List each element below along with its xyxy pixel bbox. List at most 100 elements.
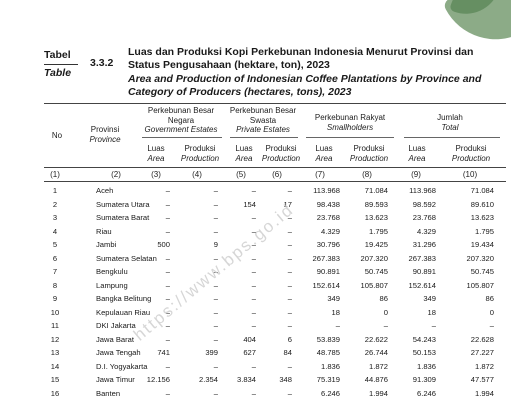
table-row: 1 Aceh – – – – 113.968 71.084 113.968 71.084 — [0, 184, 511, 198]
table-cell: 89.593 — [364, 199, 388, 209]
province-name: Lampung — [96, 280, 128, 290]
total-underline — [404, 137, 500, 138]
col-no: No — [51, 131, 63, 140]
table-row: 13 Jawa Tengah 741 399 627 84 48.785 26.744 50.1… — [0, 346, 511, 360]
col-7-sub: Luas Area — [306, 144, 342, 163]
table-row: 15 Jawa Timur 12.156 2.354 3.834 348 75.319 44.… — [0, 373, 511, 387]
row-number: 15 — [50, 375, 60, 384]
province-name: Sumatera Utara — [96, 199, 150, 209]
province-name: Jambi — [96, 240, 117, 249]
province-name: Bengkulu — [96, 267, 128, 276]
table-cell: – — [251, 186, 256, 195]
table-cell: 741 — [157, 348, 170, 357]
table-cell: 22.628 — [470, 334, 494, 344]
table-cell: 4.329 — [416, 226, 436, 236]
column-number: (1) — [50, 170, 60, 179]
province-name: Jawa Timur — [96, 375, 135, 384]
table-cell: 349 — [327, 294, 340, 303]
table-row: 3 Sumatera Barat – – – – 23.768 13.623 23.768 13.… — [0, 211, 511, 225]
table-cell: 44.876 — [364, 375, 388, 384]
table-cell: 84 — [283, 348, 292, 357]
table-cell: 50.153 — [412, 348, 436, 357]
table-cell: 12.156 — [146, 375, 170, 384]
sub-area: Area — [235, 153, 253, 163]
table-cell: 19.434 — [470, 240, 494, 249]
table-cell: – — [165, 388, 170, 398]
col-priv-estates: Perkebunan Besar Swasta Private Estates — [226, 106, 300, 135]
table-cell: – — [287, 321, 292, 330]
table-cell: 105.807 — [360, 280, 388, 290]
title-indonesian: Luas dan Produksi Kopi Perkebunan Indone… — [128, 46, 474, 71]
table-cell: 18 — [331, 307, 340, 317]
table-cell: 404 — [243, 334, 256, 344]
row-number: 8 — [52, 280, 58, 290]
table-cell: – — [287, 186, 292, 195]
sub-production: Production — [261, 153, 301, 163]
col-3-sub: Luas Area — [142, 144, 170, 163]
table-cell: 6 — [287, 334, 292, 344]
table-row: 12 Jawa Barat – – 404 6 53.839 22.622 54.243 22.6… — [0, 333, 511, 347]
table-cell: 18 — [427, 307, 436, 317]
table-cell: 4.329 — [320, 226, 340, 236]
sub-area: Area — [408, 153, 426, 163]
province-name: D.I. Yogyakarta — [96, 361, 148, 371]
table-cell: – — [251, 361, 256, 371]
province-name: Sumatera Barat — [96, 213, 150, 222]
table-cell: 50.745 — [364, 267, 388, 276]
table-cell: 399 — [205, 348, 218, 357]
row-number: 1 — [52, 186, 58, 195]
tabel-divider — [44, 64, 78, 65]
table-cell: – — [287, 294, 292, 303]
sub-luas: Luas — [147, 144, 165, 153]
col-province-id: Provinsi — [90, 125, 120, 134]
tabel-label: Tabel — [44, 49, 71, 61]
table-row: 4 Riau – – – – 4.329 1.795 4.329 1.795 — [0, 225, 511, 239]
table-cell: 349 — [423, 294, 436, 303]
province-name: Banten — [96, 388, 121, 398]
table-row: 2 Sumatera Utara – – 154 17 98.438 89.593 98.592… — [0, 198, 511, 212]
table-cell: – — [213, 361, 218, 371]
table-cell: – — [165, 213, 170, 222]
table-cell: 6.246 — [416, 388, 436, 398]
table-cell: 500 — [157, 240, 170, 249]
col-8-sub: Produksi Production — [344, 144, 394, 163]
table-cell: 0 — [489, 307, 494, 317]
sub-production: Production — [451, 153, 491, 163]
table-cell: – — [165, 334, 170, 344]
table-cell: 152.614 — [312, 280, 340, 290]
table-cell: – — [383, 321, 388, 330]
table-cell: – — [165, 294, 170, 303]
table-cell: 90.891 — [412, 267, 436, 276]
province-name: DKI Jakarta — [96, 321, 136, 330]
table-cell: – — [251, 253, 256, 263]
row-number: 10 — [50, 307, 60, 317]
col-smallholders: Perkebunan Rakyat Smallholders — [302, 113, 398, 132]
table-cell: 23.768 — [412, 213, 436, 222]
table-cell: 75.319 — [316, 375, 340, 384]
table-cell: 113.968 — [409, 186, 436, 195]
col-priv-en: Private Estates — [236, 125, 290, 134]
table-cell: 13.623 — [470, 213, 494, 222]
row-number: 11 — [51, 321, 59, 330]
row-number: 6 — [52, 253, 58, 263]
small-underline — [306, 137, 394, 138]
row-number: 3 — [52, 213, 58, 222]
col-small-en: Smallholders — [326, 122, 374, 132]
table-cell: – — [165, 267, 170, 276]
sub-luas: Luas — [408, 144, 426, 153]
sub-luas: Luas — [235, 144, 253, 153]
province-name: Bangka Belitung — [96, 294, 152, 303]
col-total-en: Total — [441, 122, 459, 132]
row-number: 4 — [52, 226, 58, 236]
table-cell: 86 — [379, 294, 388, 303]
table-cell: – — [287, 280, 292, 290]
column-number: (3) — [151, 170, 161, 179]
table-cell: 86 — [485, 294, 494, 303]
table-cell: – — [165, 307, 170, 317]
col-priv-id: Perkebunan Besar Swasta — [229, 106, 297, 125]
col-10-sub: Produksi Production — [438, 144, 504, 163]
table-cell: – — [287, 267, 292, 276]
table-cell: – — [287, 240, 292, 249]
table-cell: – — [213, 213, 218, 222]
table-cell: – — [251, 388, 256, 398]
